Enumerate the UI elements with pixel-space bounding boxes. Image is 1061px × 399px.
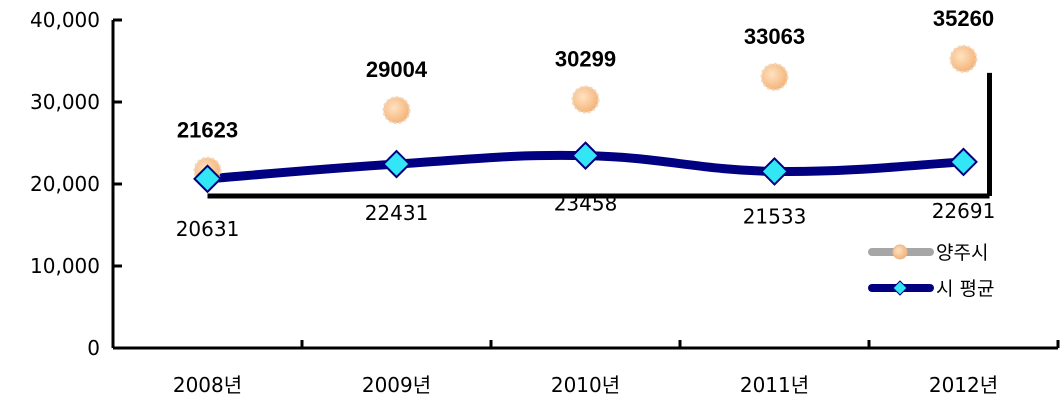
data-label-average: 20631 bbox=[176, 217, 240, 241]
data-label-yangju: 21623 bbox=[177, 118, 238, 143]
legend: 양주시 시 평균 bbox=[868, 242, 994, 300]
x-tick-label: 2012년 bbox=[929, 373, 998, 397]
y-tick-label: 40,000 bbox=[30, 8, 100, 32]
legend-label-yangju: 양주시 bbox=[936, 242, 988, 264]
point-yangju bbox=[949, 44, 978, 73]
y-tick-label: 0 bbox=[87, 336, 100, 360]
legend-marker-average bbox=[892, 280, 908, 296]
legend-item-yangju: 양주시 bbox=[868, 242, 988, 264]
series-layer bbox=[193, 44, 978, 194]
x-tick-label: 2011년 bbox=[740, 373, 809, 397]
legend-marker-yangju bbox=[892, 244, 908, 260]
y-tick-label: 10,000 bbox=[30, 254, 100, 278]
point-yangju bbox=[571, 85, 600, 114]
data-labels: 21623 29004 30299 33063 35260 20631 22431 23458… bbox=[176, 6, 996, 241]
point-yangju bbox=[382, 96, 411, 125]
x-tick-label: 2008년 bbox=[173, 373, 242, 397]
point-average bbox=[949, 147, 978, 177]
point-average bbox=[760, 157, 789, 186]
legend-item-average: 시 평균 bbox=[868, 278, 994, 300]
point-yangju bbox=[760, 62, 789, 91]
data-label-yangju: 29004 bbox=[366, 57, 428, 82]
x-tick-label: 2009년 bbox=[362, 373, 431, 397]
axes: 0 10,000 20,000 30,000 40,000 2008년 2009년 2010년… bbox=[30, 8, 1060, 397]
data-label-yangju: 30299 bbox=[555, 47, 616, 72]
point-average bbox=[571, 141, 600, 171]
x-tick-label: 2010년 bbox=[551, 373, 620, 397]
data-label-average: 23458 bbox=[554, 192, 618, 216]
y-tick-label: 30,000 bbox=[30, 90, 100, 114]
legend-label-average: 시 평균 bbox=[936, 278, 994, 300]
point-average bbox=[382, 149, 411, 179]
data-label-yangju: 35260 bbox=[933, 6, 994, 31]
point-average bbox=[193, 164, 222, 194]
data-label-yangju: 33063 bbox=[744, 24, 805, 49]
data-label-average: 22691 bbox=[932, 199, 996, 223]
y-tick-label: 20,000 bbox=[30, 172, 100, 196]
data-label-average: 22431 bbox=[365, 201, 429, 225]
data-label-average: 21533 bbox=[743, 204, 807, 228]
